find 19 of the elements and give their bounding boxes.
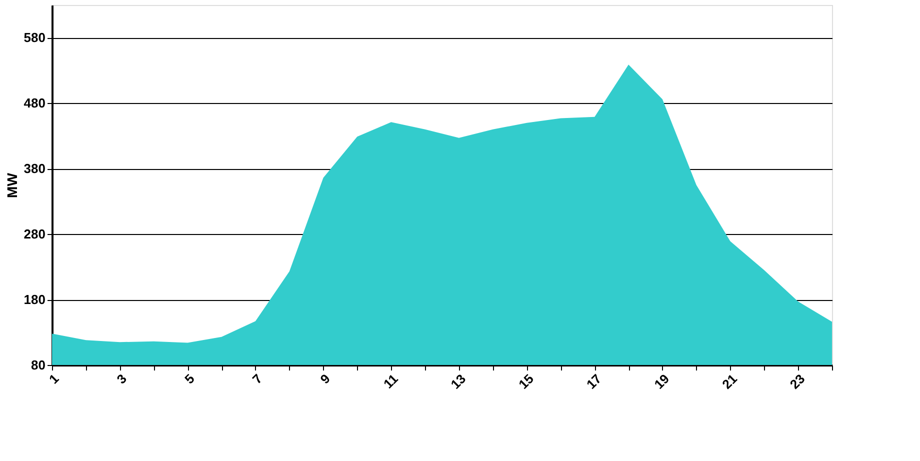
y-axis-title: MW — [4, 172, 20, 198]
x-tick-label: 3 — [114, 371, 130, 387]
x-tick-label: 23 — [786, 371, 808, 392]
y-tick-label: 480 — [24, 96, 46, 111]
y-tick-label: 280 — [24, 226, 46, 242]
y-tick-label: 380 — [24, 161, 46, 176]
x-tick-label: 19 — [651, 371, 672, 392]
x-tick-label: 15 — [516, 371, 536, 392]
y-tick-label: 80 — [31, 358, 46, 372]
x-tick-label: 11 — [380, 371, 401, 392]
x-tick-label: 17 — [583, 371, 604, 392]
x-tick-label: 13 — [448, 371, 469, 392]
x-tick-label: 9 — [317, 371, 333, 387]
y-tick-label: 180 — [24, 292, 46, 308]
y-tick-label: 580 — [24, 30, 46, 46]
x-tick-label: 1 — [46, 371, 62, 387]
x-tick-label: 21 — [719, 371, 740, 392]
x-tick-label: 7 — [249, 371, 266, 387]
x-tick-label: 5 — [182, 371, 198, 387]
